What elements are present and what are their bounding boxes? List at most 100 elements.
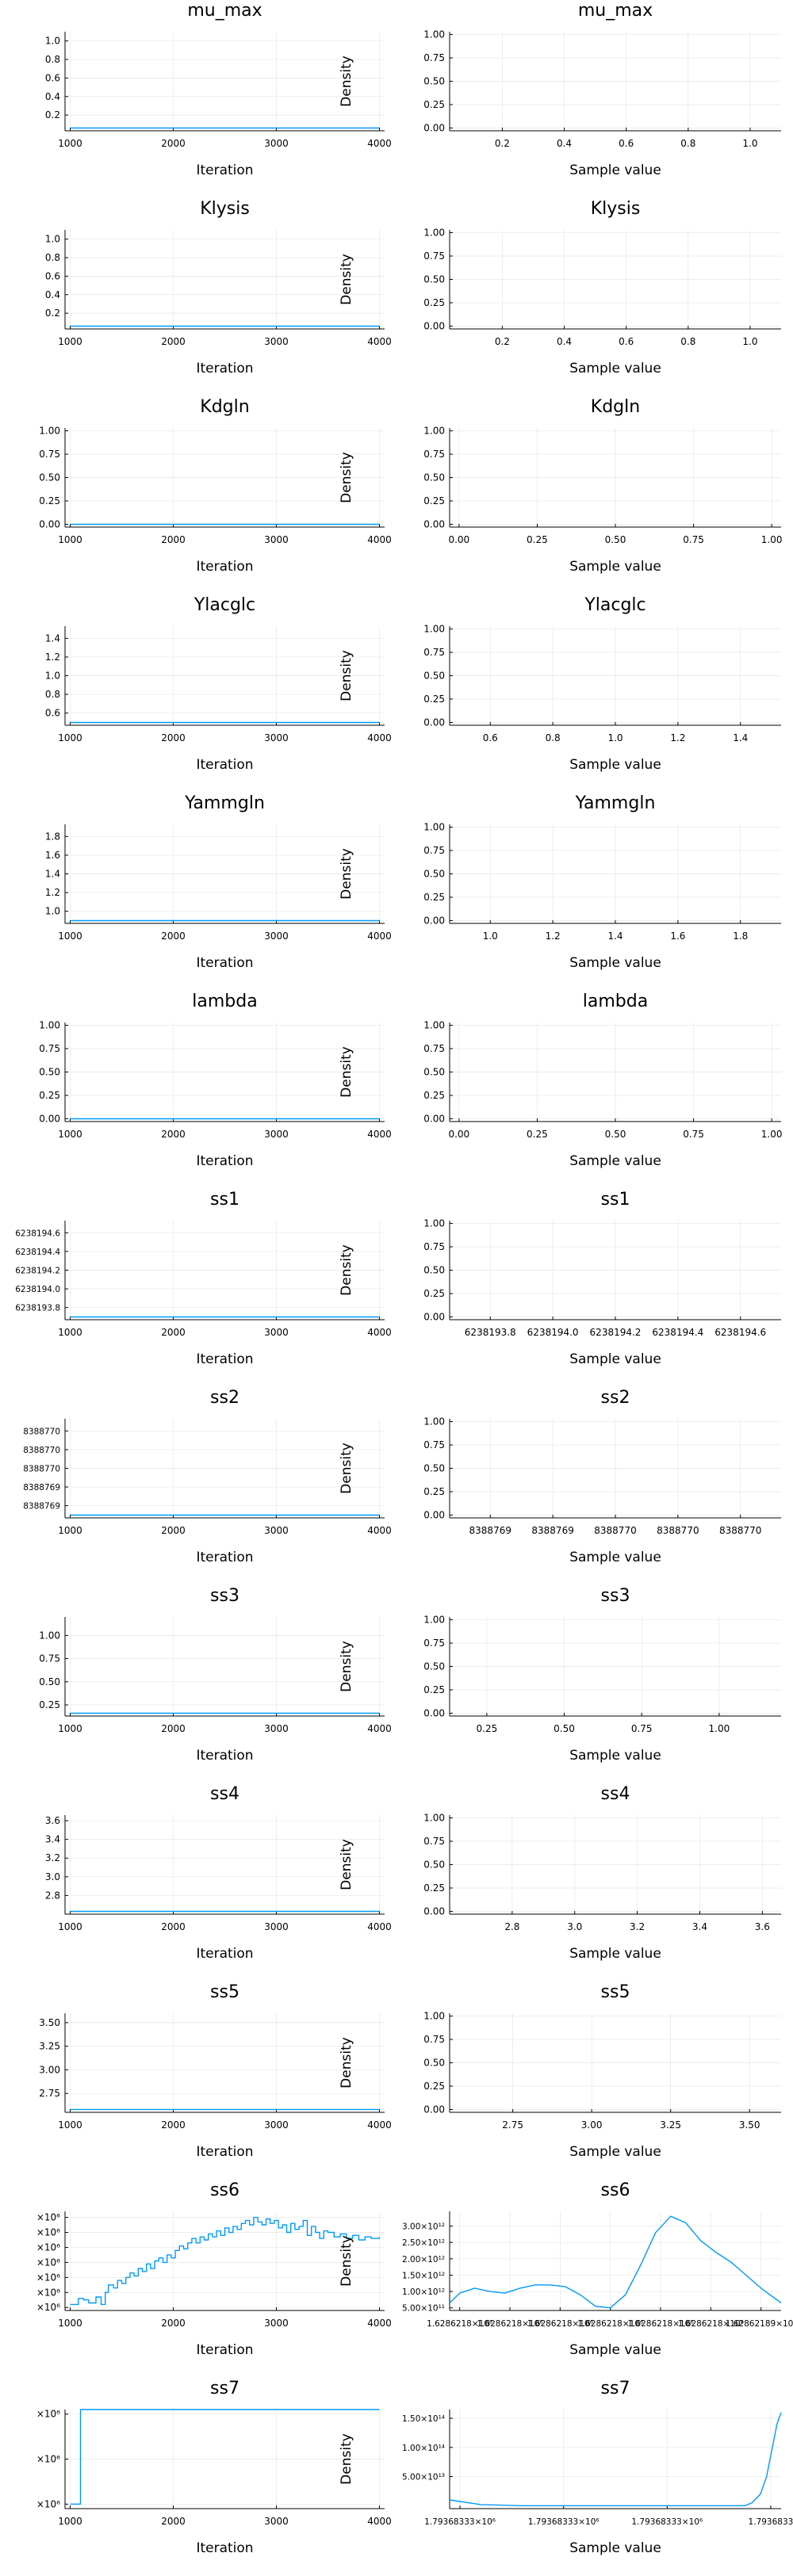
y-tick-label: 0.75: [423, 2034, 445, 2045]
y-tick-label: 6238193.8: [15, 1304, 60, 1313]
x-tick-label: 1.7936833: [749, 2517, 793, 2527]
subplot-title: ss3: [601, 1586, 630, 1606]
x-tick-label: 0.4: [557, 336, 572, 347]
x-tick-label: 2000: [161, 1525, 186, 1536]
x-tick-label: 3000: [264, 1723, 289, 1734]
y-tick-label: 1.2: [45, 887, 60, 898]
subplot-title: lambda: [192, 992, 257, 1011]
y-tick-label: 0.6: [45, 72, 60, 83]
subplot-trace-ss3: 1000 2000 3000 4000 0.25 0.50 0.75 1.00 ss3 Itera…: [39, 1586, 391, 1764]
y-tick-label: 1.8: [45, 831, 60, 842]
x-axis-label: Sample value: [569, 361, 661, 376]
x-tick-label: 4000: [367, 1327, 392, 1338]
y-tick-label: 1.4: [45, 869, 60, 880]
x-tick-label: 1.0: [742, 138, 757, 149]
x-axis-label: Iteration: [196, 559, 253, 575]
y-tick-label: 0.50: [423, 1661, 445, 1672]
x-tick-label: 1.79368333×10⁶: [424, 2517, 496, 2527]
y-tick-label: 1.00: [423, 29, 445, 40]
y-tick-label: 1.00: [423, 1416, 445, 1428]
y-axis-label: Density: [339, 650, 354, 701]
subplot-title: Ylacglc: [193, 595, 255, 615]
y-tick-label: ×10⁶: [36, 2272, 60, 2283]
x-tick-label: 6238194.4: [652, 1327, 703, 1338]
subplot-title: ss1: [601, 1190, 630, 1210]
subplot-title: Yammgln: [184, 793, 265, 813]
x-tick-label: 1.6286218×10⁶: [477, 2319, 542, 2329]
subplot-trace-ss5: 1000 2000 3000 4000 2.75 3.00 3.25 3.50 ss5 Itera…: [39, 1982, 391, 2160]
x-tick-label: 1.79368333×10⁶: [528, 2517, 600, 2527]
y-tick-label: 1.00: [423, 624, 445, 635]
x-tick-label: 2.8: [504, 1921, 519, 1932]
subplot-density-ss1: 6238193.8 6238194.0 6238194.2 6238194.4 6238…: [339, 1190, 781, 1367]
y-tick-label: 0.00: [39, 518, 60, 529]
x-axis-label: Iteration: [196, 1946, 253, 1962]
y-tick-label: 5.00×10¹³: [402, 2473, 445, 2482]
y-tick-label: 1.00: [423, 227, 445, 239]
x-axis-label: Iteration: [196, 162, 253, 178]
subplot-density-ss5: 2.75 3.00 3.25 3.50 0.00 0.25 0.50 0.75 1.00 ss5 S…: [339, 1982, 781, 2160]
x-tick-label: 4000: [367, 732, 392, 743]
y-axis-label: Density: [339, 55, 354, 107]
x-axis-label: Sample value: [569, 1351, 661, 1367]
series-line: [449, 2215, 782, 2309]
y-tick-label: 1.0: [45, 234, 60, 245]
x-axis-label: Iteration: [196, 1550, 253, 1565]
y-tick-label: 1.00: [423, 1615, 445, 1626]
x-tick-label: 1000: [58, 931, 82, 942]
y-tick-label: 0.75: [423, 1043, 445, 1054]
y-tick-label: 0.6: [45, 270, 60, 281]
x-tick-label: 3000: [264, 1129, 289, 1140]
x-axis-label: Sample value: [569, 162, 661, 178]
x-tick-label: 2000: [161, 1921, 186, 1932]
x-tick-label: 2000: [161, 931, 186, 942]
x-axis-label: Iteration: [196, 2540, 253, 2556]
x-tick-label: 4000: [367, 1129, 392, 1140]
x-axis-label: Sample value: [569, 2342, 661, 2358]
y-tick-label: 0.75: [423, 1638, 445, 1649]
subplot-title: ss6: [210, 2180, 239, 2200]
y-tick-label: 0.25: [423, 495, 445, 506]
x-tick-label: 1.6286218×10⁶: [527, 2319, 593, 2329]
y-tick-label: 0.25: [423, 1684, 445, 1695]
x-axis-label: Iteration: [196, 361, 253, 376]
x-tick-label: 0.8: [680, 336, 695, 347]
y-tick-label: ×10⁶: [36, 2454, 60, 2465]
y-tick-label: 0.75: [423, 1241, 445, 1252]
x-tick-label: 1000: [58, 1921, 82, 1932]
x-tick-label: 4000: [367, 1723, 392, 1734]
y-tick-label: 1.00: [39, 426, 60, 437]
y-tick-label: 0.50: [423, 671, 445, 682]
subplot-title: ss1: [210, 1190, 239, 1210]
x-tick-label: 0.75: [683, 1129, 704, 1140]
y-tick-label: 0.00: [423, 122, 445, 133]
subplot-density-Klysis: 0.2 0.4 0.6 0.8 1.0 0.00 0.25 0.50 0.75 1.00 Klysi…: [339, 199, 781, 376]
x-axis-label: Iteration: [196, 1153, 253, 1169]
y-tick-label: ×10⁶: [36, 2409, 60, 2420]
y-tick-label: 0.25: [423, 1486, 445, 1497]
subplot-density-mu_max: 0.2 0.4 0.6 0.8 1.0 0.00 0.25 0.50 0.75 1.00 mu_ma…: [339, 1, 781, 178]
subplot-title: ss7: [210, 2379, 239, 2398]
subplot-trace-ss4: 1000 2000 3000 4000 2.8 3.0 3.2 3.4 3.6 ss4 Iterat…: [45, 1784, 392, 1962]
y-tick-label: 1.50×10¹²: [402, 2271, 445, 2280]
x-axis-label: Sample value: [569, 559, 661, 575]
y-tick-label: 0.00: [423, 915, 445, 926]
y-axis-label: Density: [339, 1839, 354, 1890]
x-tick-label: 3.0: [567, 1921, 582, 1932]
x-axis-label: Iteration: [196, 2144, 253, 2160]
subplot-title: ss5: [210, 1982, 239, 2002]
y-tick-label: 8388769: [23, 1483, 60, 1492]
y-tick-label: 1.00: [423, 822, 445, 833]
y-tick-label: 0.25: [39, 1699, 60, 1710]
y-axis-label: Density: [339, 2235, 354, 2287]
x-tick-label: 1000: [58, 732, 82, 743]
y-tick-label: 0.25: [423, 1882, 445, 1894]
x-axis-label: Sample value: [569, 1946, 661, 1962]
x-tick-label: 0.6: [483, 732, 498, 743]
subplot-trace-ss2: 1000 2000 3000 4000 8388769 8388769 8388770 838…: [23, 1388, 392, 1565]
x-tick-label: 0.50: [554, 1723, 575, 1734]
x-tick-label: 2000: [161, 1723, 186, 1734]
x-axis-label: Sample value: [569, 1550, 661, 1565]
x-tick-label: 2000: [161, 1327, 186, 1338]
x-tick-label: 1000: [58, 1129, 82, 1140]
